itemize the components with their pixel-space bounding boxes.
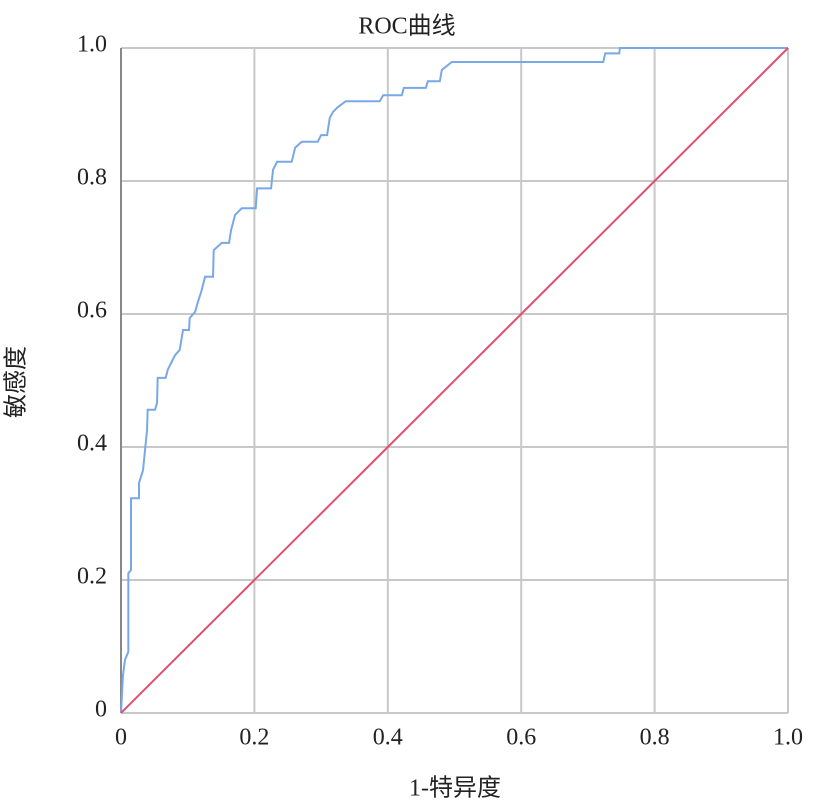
- roc-line: [120, 47, 789, 714]
- x-tick-label: 0.8: [640, 725, 670, 751]
- y-axis-label: 敏感度: [3, 346, 30, 418]
- y-tick-label: 0.2: [77, 564, 107, 590]
- x-tick-label: 0.4: [373, 725, 403, 751]
- chart-title: ROC曲线: [358, 13, 455, 40]
- x-tick-label: 0.6: [506, 725, 536, 751]
- x-tick-label: 0.2: [239, 725, 269, 751]
- y-tick-label: 0.4: [77, 431, 107, 457]
- y-tick-label: 0: [95, 697, 107, 723]
- y-tick-label: 0.8: [77, 165, 107, 191]
- x-tick-label: 1.0: [773, 725, 803, 751]
- x-tick-label: 0: [115, 725, 127, 751]
- y-tick-label: 0.6: [77, 298, 107, 324]
- x-axis-label: 1-特异度: [409, 775, 501, 802]
- roc-line: [120, 47, 788, 714]
- y-tick-label: 1.0: [77, 32, 107, 58]
